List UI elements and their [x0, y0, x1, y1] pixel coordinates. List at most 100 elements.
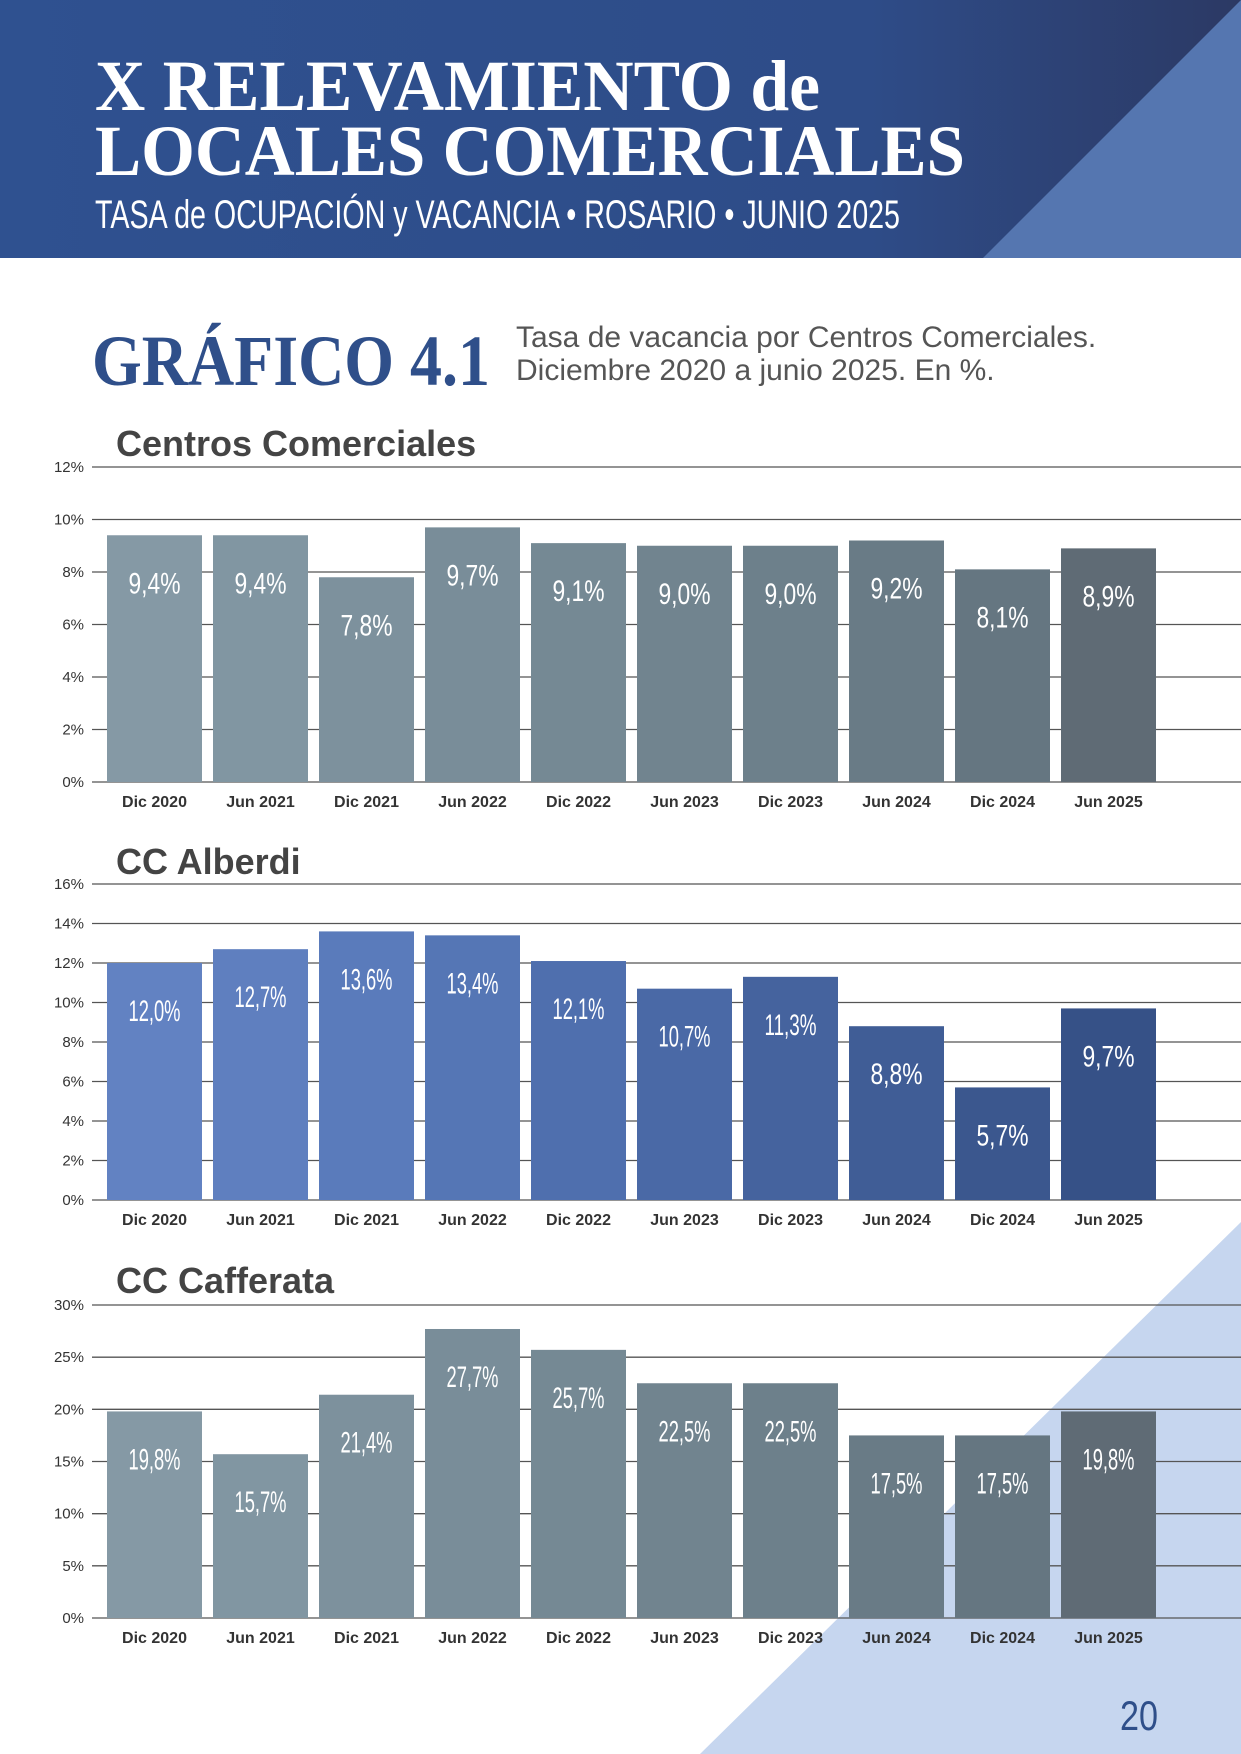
- value-label: 9,7%: [447, 559, 499, 592]
- bar: [849, 540, 944, 782]
- x-tick-label: Dic 2024: [970, 794, 1035, 811]
- value-label: 13,6%: [341, 963, 393, 996]
- bar: [425, 527, 520, 782]
- value-label: 9,7%: [1083, 1040, 1135, 1073]
- y-tick-label: 10%: [54, 512, 84, 529]
- y-tick-label: 25%: [54, 1349, 84, 1366]
- bar: [213, 949, 308, 1200]
- x-tick-label: Jun 2024: [862, 794, 931, 811]
- bar: [743, 545, 838, 782]
- bar: [849, 1435, 944, 1618]
- charts: Centros Comerciales 0% 2% 4% 6% 8% 10% 12% Dic 2…: [54, 423, 1241, 1647]
- y-tick-label: 0%: [62, 774, 84, 791]
- y-tick-label: 14%: [54, 916, 84, 933]
- value-label: 8,8%: [871, 1058, 923, 1091]
- header-triangle: [983, 0, 1241, 258]
- value-label: 5,7%: [977, 1119, 1029, 1152]
- bar: [637, 545, 732, 782]
- header-subtitle: TASA de OCUPACIÓN y VACANCIA • ROSARIO •…: [95, 192, 900, 237]
- page-number: 20: [1120, 1692, 1158, 1739]
- bar: [955, 1435, 1050, 1618]
- value-label: 19,8%: [1083, 1443, 1135, 1476]
- figure-description: Diciembre 2020 a junio 2025. En %.: [516, 354, 995, 387]
- value-label: 13,4%: [447, 967, 499, 1000]
- value-label: 25,7%: [553, 1382, 605, 1415]
- chart-title: CC Alberdi: [116, 841, 301, 882]
- y-tick-label: 10%: [54, 995, 84, 1012]
- x-tick-label: Dic 2024: [970, 1630, 1035, 1647]
- x-tick-label: Jun 2025: [1074, 1630, 1143, 1647]
- x-tick-label: Dic 2021: [334, 794, 399, 811]
- bar: [637, 988, 732, 1200]
- y-tick-label: 5%: [62, 1558, 84, 1575]
- header-title: LOCALES COMERCIALES: [95, 111, 965, 191]
- value-label: 22,5%: [765, 1415, 817, 1448]
- bar: [319, 931, 414, 1200]
- x-tick-label: Dic 2022: [546, 794, 611, 811]
- y-tick-label: 6%: [62, 1074, 84, 1091]
- value-label: 12,0%: [129, 995, 181, 1028]
- value-label: 27,7%: [447, 1361, 499, 1394]
- x-tick-label: Jun 2023: [650, 1630, 719, 1647]
- bar: [531, 543, 626, 782]
- bar: [425, 1328, 520, 1618]
- value-label: 9,4%: [235, 567, 287, 600]
- x-tick-label: Dic 2021: [334, 1630, 399, 1647]
- value-label: 9,4%: [129, 567, 181, 600]
- y-tick-label: 4%: [62, 669, 84, 686]
- y-tick-label: 10%: [54, 1506, 84, 1523]
- bar: [425, 935, 520, 1200]
- bar: [107, 963, 202, 1200]
- value-label: 9,0%: [659, 578, 711, 611]
- bar: [319, 577, 414, 782]
- x-tick-label: Dic 2024: [970, 1212, 1035, 1229]
- value-label: 21,4%: [341, 1427, 393, 1460]
- x-tick-label: Jun 2023: [650, 794, 719, 811]
- x-tick-label: Dic 2022: [546, 1630, 611, 1647]
- bar: [1061, 1008, 1156, 1200]
- y-tick-label: 4%: [62, 1113, 84, 1130]
- bar: [213, 1454, 308, 1618]
- y-tick-label: 12%: [54, 955, 84, 972]
- bar: [1061, 548, 1156, 782]
- x-tick-label: Jun 2021: [226, 794, 295, 811]
- y-tick-label: 15%: [54, 1454, 84, 1471]
- y-tick-label: 0%: [62, 1192, 84, 1209]
- value-label: 15,7%: [235, 1486, 287, 1519]
- value-label: 8,1%: [977, 601, 1029, 634]
- x-tick-label: Jun 2023: [650, 1212, 719, 1229]
- bar: [743, 1383, 838, 1618]
- bar: [107, 535, 202, 782]
- y-tick-label: 20%: [54, 1401, 84, 1418]
- bar: [955, 1087, 1050, 1200]
- bar: [637, 1383, 732, 1618]
- value-label: 8,9%: [1083, 580, 1135, 613]
- chart-title: Centros Comerciales: [116, 423, 476, 464]
- y-tick-label: 12%: [54, 459, 84, 476]
- y-tick-label: 8%: [62, 1034, 84, 1051]
- bar: [1061, 1411, 1156, 1618]
- figure-description: Tasa de vacancia por Centros Comerciales…: [516, 321, 1096, 354]
- x-tick-label: Dic 2021: [334, 1212, 399, 1229]
- value-label: 22,5%: [659, 1415, 711, 1448]
- bar: [213, 535, 308, 782]
- x-tick-label: Dic 2020: [122, 1212, 187, 1229]
- bar: [743, 976, 838, 1200]
- bar: [955, 569, 1050, 782]
- value-label: 9,1%: [553, 575, 605, 608]
- x-tick-label: Jun 2025: [1074, 1212, 1143, 1229]
- y-tick-label: 2%: [62, 1153, 84, 1170]
- value-label: 17,5%: [871, 1467, 923, 1500]
- x-tick-label: Dic 2020: [122, 794, 187, 811]
- value-label: 7,8%: [341, 609, 393, 642]
- bar: [849, 1026, 944, 1200]
- bar: [531, 961, 626, 1200]
- value-label: 17,5%: [977, 1467, 1029, 1500]
- x-tick-label: Dic 2022: [546, 1212, 611, 1229]
- x-tick-label: Jun 2024: [862, 1630, 931, 1647]
- value-label: 11,3%: [765, 1009, 817, 1042]
- x-tick-label: Dic 2023: [758, 1212, 823, 1229]
- y-tick-label: 6%: [62, 617, 84, 634]
